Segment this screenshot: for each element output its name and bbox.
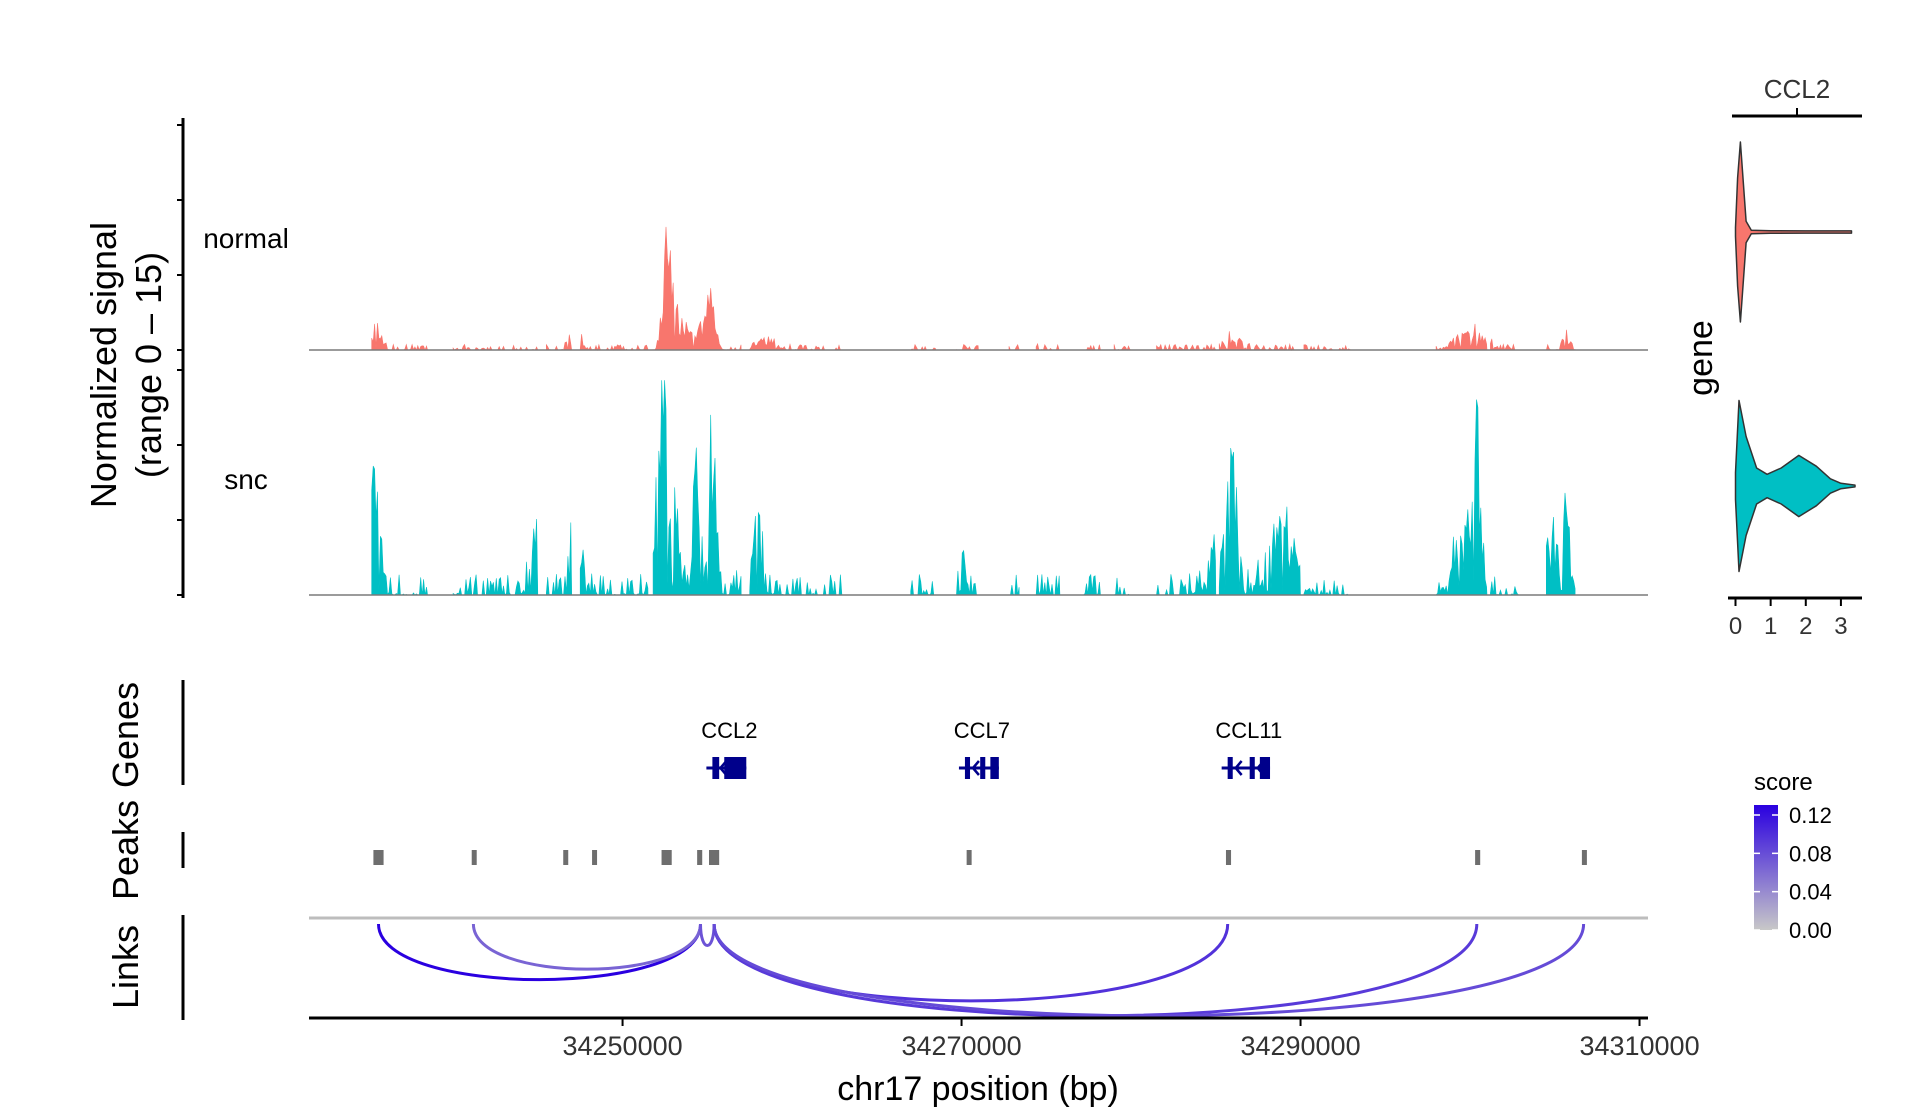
link-arc — [471, 923, 702, 971]
link-arc — [377, 923, 702, 982]
gene-exon — [1227, 757, 1233, 779]
gene-exon — [724, 757, 747, 779]
track-label-snc: snc — [224, 464, 268, 495]
legend-colorbar — [1754, 805, 1778, 930]
gene-exon — [712, 757, 720, 779]
x-axis-ticks: 34250000 34270000 34290000 34310000 — [562, 1018, 1700, 1061]
genes-track-label: Genes — [105, 682, 146, 788]
link-arc — [699, 923, 716, 947]
x-tick-label: 34270000 — [901, 1031, 1021, 1061]
peak-region — [563, 850, 569, 865]
peak-region — [1475, 850, 1481, 865]
legend-tick-label: 0.00 — [1789, 918, 1832, 943]
gene-strand-arrow — [1256, 760, 1265, 776]
coverage-area-normal — [371, 226, 1576, 352]
gene-exon — [964, 757, 971, 779]
gene-label-CCL11: CCL11 — [1215, 718, 1282, 743]
peak-region — [592, 850, 598, 865]
link-arc — [712, 923, 1479, 1018]
legend-tick-label: 0.04 — [1789, 880, 1832, 905]
gene-strand-arrow — [1234, 760, 1243, 776]
coverage-track-snc — [309, 380, 1648, 596]
expression-ylabel: gene — [1682, 320, 1720, 396]
expression-x-tick-label: 3 — [1834, 613, 1847, 640]
peak-region — [471, 850, 477, 865]
expression-x-tick-label: 2 — [1799, 613, 1812, 640]
gene-strand-arrow — [718, 760, 728, 776]
x-axis-title: chr17 position (bp) — [837, 1070, 1119, 1108]
peak-region — [1225, 850, 1232, 865]
peak-region — [709, 850, 720, 865]
expression-title: CCL2 — [1764, 74, 1830, 104]
violin-normal — [1734, 141, 1853, 323]
peak-region — [1581, 850, 1587, 865]
gene-label-CCL2: CCL2 — [701, 718, 757, 743]
peaks-group — [373, 850, 1587, 865]
gene-exon — [990, 757, 999, 779]
peak-region — [966, 850, 972, 865]
links-group — [377, 923, 1586, 1018]
expression-x-tick-label: 0 — [1729, 613, 1742, 640]
x-tick-label: 34250000 — [562, 1031, 682, 1061]
coverage-ylabel-line2: (range 0 – 15) — [128, 252, 169, 478]
link-arc — [712, 923, 1230, 1003]
gene-exon — [1259, 757, 1271, 779]
gene-label-CCL7: CCL7 — [954, 718, 1010, 743]
coverage-ylabel-line1: Normalized signal — [83, 222, 124, 508]
legend-title: score — [1754, 769, 1813, 796]
violins-group — [1734, 141, 1856, 573]
violin-snc — [1734, 399, 1856, 573]
gene-exon — [980, 757, 986, 779]
peak-region — [373, 850, 384, 865]
expression-x-tick-label: 1 — [1764, 613, 1777, 640]
peaks-track-label: Peaks — [105, 800, 146, 900]
coverage-track-normal — [309, 226, 1648, 352]
legend-tick-label: 0.12 — [1789, 803, 1832, 828]
gene-strand-arrow — [971, 760, 980, 776]
x-tick-label: 34290000 — [1240, 1031, 1360, 1061]
coverage-y-axis — [177, 118, 185, 598]
links-track-label: Links — [105, 925, 146, 1009]
legend-tick-label: 0.08 — [1789, 841, 1832, 866]
track-label-normal: normal — [203, 223, 289, 254]
peak-region — [697, 850, 703, 865]
coverage-area-snc — [371, 380, 1576, 596]
legend-ticks: 0.12 0.08 0.04 0.00 — [1754, 803, 1832, 943]
gene-exon — [1249, 757, 1255, 779]
peak-region — [661, 850, 672, 865]
genes-group: CCL2 CCL7 CCL11 — [701, 718, 1282, 779]
link-arc — [712, 923, 1586, 1018]
x-tick-label: 34310000 — [1579, 1031, 1699, 1061]
